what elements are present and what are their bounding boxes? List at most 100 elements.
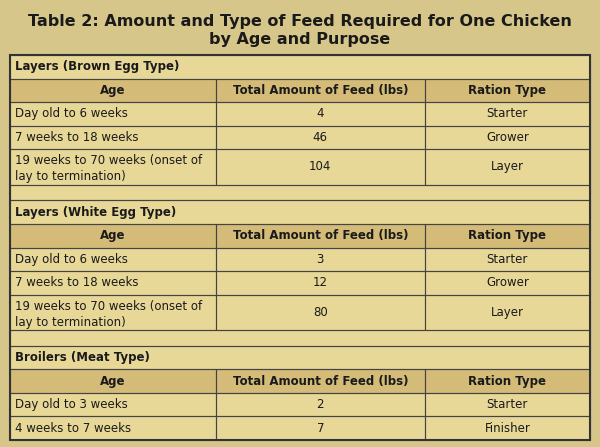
Text: Age: Age <box>100 375 126 388</box>
Bar <box>216 393 425 417</box>
Bar <box>10 224 216 248</box>
Text: Grower: Grower <box>486 276 529 289</box>
Bar <box>216 126 425 149</box>
Text: Layers (White Egg Type): Layers (White Egg Type) <box>15 206 176 219</box>
Bar <box>216 271 425 295</box>
Bar <box>10 126 216 149</box>
Text: Starter: Starter <box>487 398 528 411</box>
Bar <box>425 271 590 295</box>
Bar <box>425 417 590 440</box>
Bar <box>10 295 216 330</box>
Bar <box>216 149 425 185</box>
Bar <box>216 369 425 393</box>
Bar <box>10 200 590 224</box>
Text: Age: Age <box>100 229 126 242</box>
Text: 7 weeks to 18 weeks: 7 weeks to 18 weeks <box>15 131 139 144</box>
Bar <box>10 271 216 295</box>
Text: Total Amount of Feed (lbs): Total Amount of Feed (lbs) <box>233 229 408 242</box>
Text: Starter: Starter <box>487 253 528 266</box>
Bar <box>425 224 590 248</box>
Bar <box>425 248 590 271</box>
Bar <box>425 417 590 440</box>
Bar <box>425 149 590 185</box>
Bar <box>216 393 425 417</box>
Bar <box>216 295 425 330</box>
Bar <box>10 295 216 330</box>
Bar <box>216 126 425 149</box>
Text: 3: 3 <box>317 253 324 266</box>
Bar <box>10 248 216 271</box>
Bar <box>10 149 216 185</box>
Bar <box>10 55 590 79</box>
Bar <box>425 79 590 102</box>
Text: Layer: Layer <box>491 160 524 173</box>
Text: Total Amount of Feed (lbs): Total Amount of Feed (lbs) <box>233 84 408 97</box>
Bar <box>216 295 425 330</box>
Bar <box>425 369 590 393</box>
Bar <box>425 79 590 102</box>
Text: 7: 7 <box>317 422 324 435</box>
Text: Day old to 6 weeks: Day old to 6 weeks <box>15 253 128 266</box>
Bar <box>425 295 590 330</box>
Text: 46: 46 <box>313 131 328 144</box>
Bar <box>216 102 425 126</box>
Bar <box>216 271 425 295</box>
Bar <box>216 79 425 102</box>
Bar <box>216 417 425 440</box>
Text: Layers (Brown Egg Type): Layers (Brown Egg Type) <box>15 60 179 73</box>
Text: Total Amount of Feed (lbs): Total Amount of Feed (lbs) <box>233 375 408 388</box>
Bar <box>425 126 590 149</box>
Bar <box>10 102 216 126</box>
Text: Ration Type: Ration Type <box>469 84 547 97</box>
Text: 19 weeks to 70 weeks (onset of
lay to termination): 19 weeks to 70 weeks (onset of lay to te… <box>15 299 202 329</box>
Bar <box>216 224 425 248</box>
Bar <box>10 393 216 417</box>
Bar <box>425 126 590 149</box>
Bar <box>10 417 216 440</box>
Bar <box>10 200 590 224</box>
Bar <box>425 393 590 417</box>
Bar <box>10 417 216 440</box>
Text: by Age and Purpose: by Age and Purpose <box>209 32 391 47</box>
Bar <box>10 55 590 79</box>
Text: Day old to 3 weeks: Day old to 3 weeks <box>15 398 128 411</box>
Bar <box>10 248 216 271</box>
Bar <box>10 224 216 248</box>
Text: Ration Type: Ration Type <box>469 229 547 242</box>
Bar <box>425 102 590 126</box>
Bar <box>216 248 425 271</box>
Text: Table 2: Amount and Type of Feed Required for One Chicken: Table 2: Amount and Type of Feed Require… <box>28 14 572 29</box>
Bar <box>10 330 590 346</box>
Text: 19 weeks to 70 weeks (onset of
lay to termination): 19 weeks to 70 weeks (onset of lay to te… <box>15 154 202 183</box>
Text: Finisher: Finisher <box>484 422 530 435</box>
Bar <box>216 102 425 126</box>
Text: Layer: Layer <box>491 306 524 319</box>
Bar <box>425 149 590 185</box>
Bar <box>10 185 590 200</box>
Bar <box>10 149 216 185</box>
Text: 2: 2 <box>317 398 324 411</box>
Text: Starter: Starter <box>487 107 528 120</box>
Bar <box>216 224 425 248</box>
Bar <box>10 185 590 200</box>
Text: Day old to 6 weeks: Day old to 6 weeks <box>15 107 128 120</box>
Text: Broilers (Meat Type): Broilers (Meat Type) <box>15 351 150 364</box>
Text: 4: 4 <box>317 107 324 120</box>
Text: 7 weeks to 18 weeks: 7 weeks to 18 weeks <box>15 276 139 289</box>
Bar <box>10 55 590 440</box>
Bar <box>216 248 425 271</box>
Bar <box>10 346 590 369</box>
Bar <box>10 271 216 295</box>
Bar <box>425 271 590 295</box>
Bar <box>10 126 216 149</box>
Bar <box>425 393 590 417</box>
Bar <box>10 346 590 369</box>
Bar <box>425 102 590 126</box>
Bar <box>10 330 590 346</box>
Text: Age: Age <box>100 84 126 97</box>
Text: Grower: Grower <box>486 131 529 144</box>
Text: 104: 104 <box>309 160 331 173</box>
Bar <box>10 369 216 393</box>
Bar <box>425 248 590 271</box>
Bar <box>10 79 216 102</box>
